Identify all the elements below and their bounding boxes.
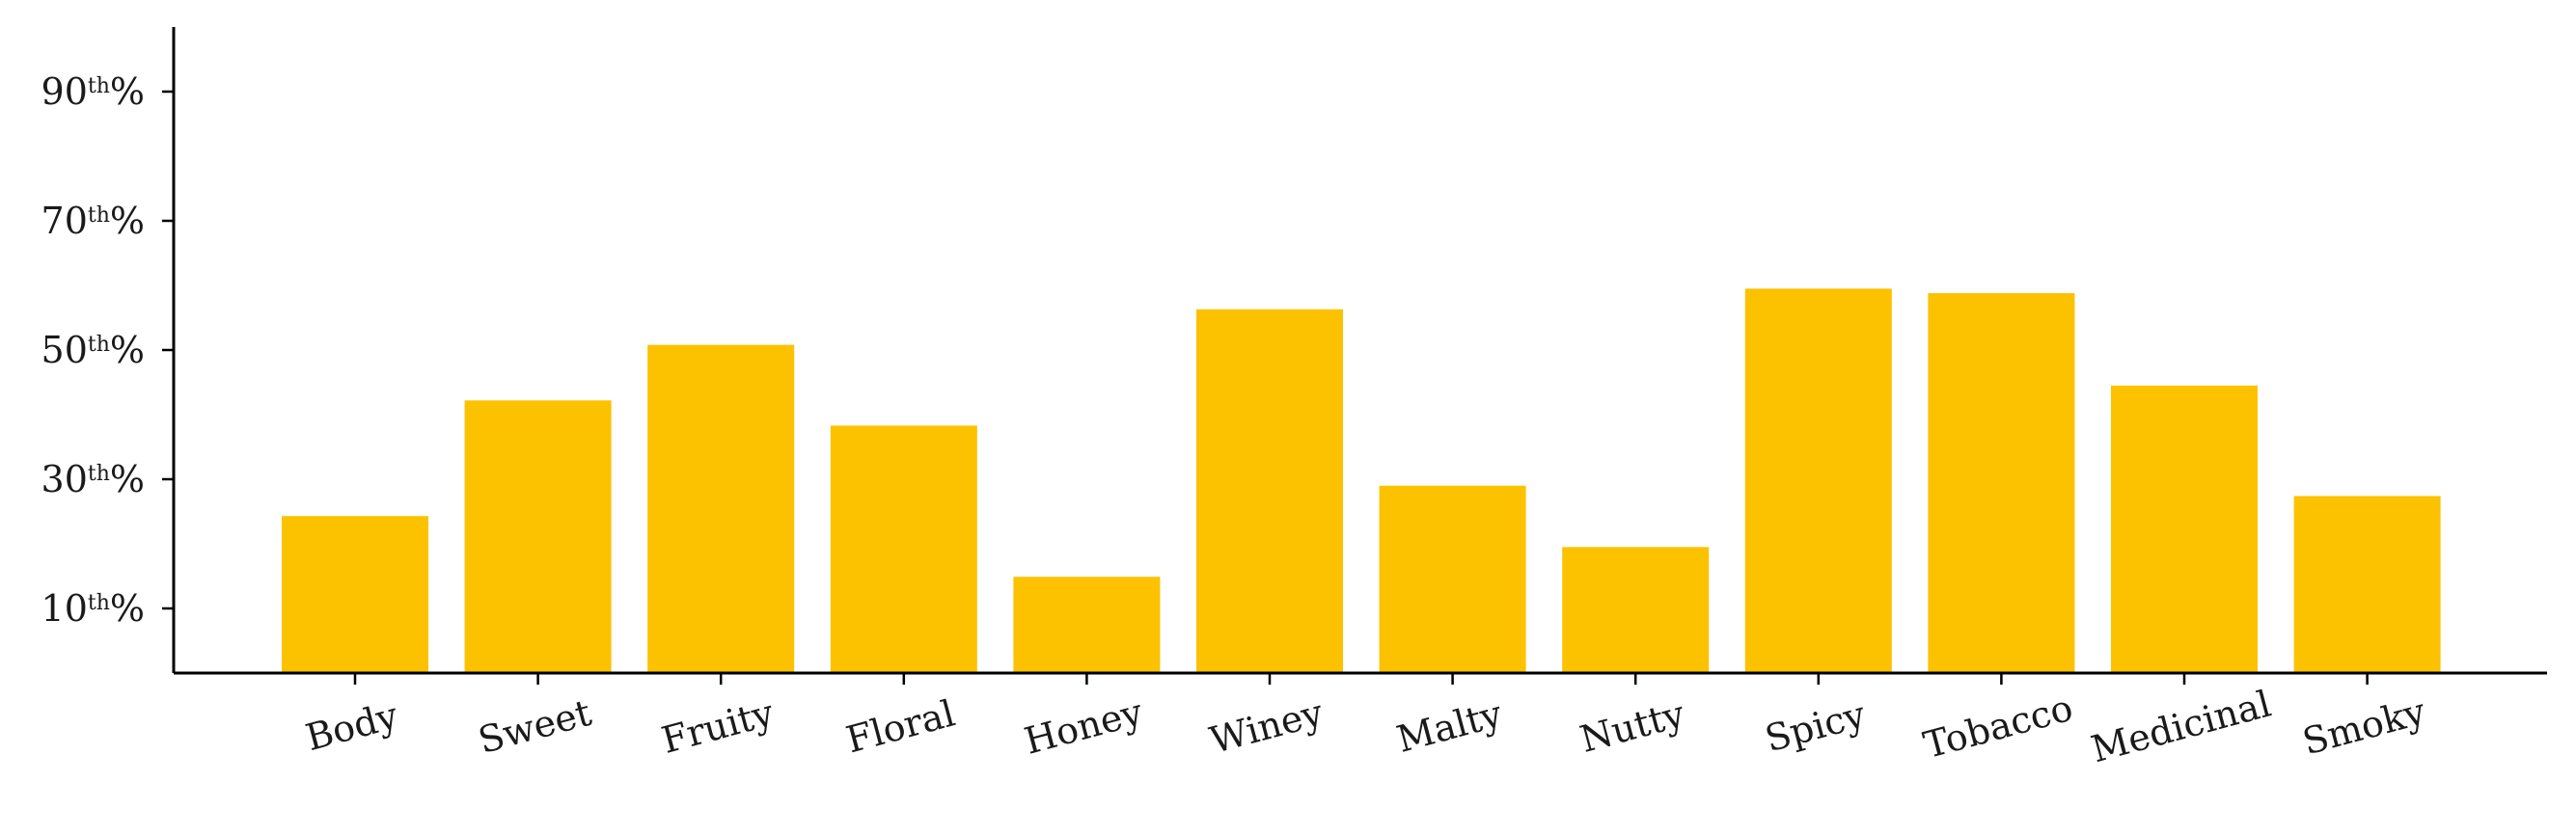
x-tick-label-nutty: Nutty: [1576, 692, 1689, 761]
bar-sweet: [464, 400, 612, 673]
x-tick-label-body: Body: [301, 694, 402, 760]
bar-winey: [1196, 309, 1343, 673]
y-tick-label: 70th%: [41, 200, 145, 242]
y-tick-percent: %: [110, 587, 145, 630]
x-tick-label-honey: Honey: [1020, 690, 1147, 763]
y-tick-ordinal: th: [88, 462, 110, 486]
x-tick-label-spicy: Spicy: [1761, 692, 1871, 760]
x-tick-label-fruity: Fruity: [657, 691, 779, 762]
bar-floral: [830, 425, 977, 673]
y-tick-percent: %: [110, 458, 145, 500]
x-tick-label-smoky: Smoky: [2298, 689, 2430, 763]
x-tick-label-medicinal: Medicinal: [2087, 683, 2275, 771]
y-tick-percent: %: [110, 200, 145, 242]
y-tick-ordinal: th: [88, 333, 110, 357]
y-tick-ordinal: th: [88, 203, 110, 228]
y-tick-ordinal: th: [88, 591, 110, 615]
y-axis: 10th%30th%50th%70th%90th%: [41, 27, 176, 673]
x-tick-label-malty: Malty: [1392, 692, 1507, 761]
x-tick-label-winey: Winey: [1205, 691, 1328, 762]
x-tick-label-sweet: Sweet: [474, 691, 595, 762]
y-tick-ordinal: th: [88, 74, 110, 98]
bar-malty: [1379, 485, 1526, 673]
x-axis: Body Sweet Fruity Floral Honey Winey Malty Nutt…: [174, 671, 2547, 771]
bars-group: [282, 288, 2441, 673]
y-tick-number: 30: [41, 458, 88, 500]
y-tick-number: 50: [41, 329, 88, 371]
y-tick-label: 50th%: [41, 329, 145, 371]
bar-nutty: [1562, 547, 1710, 673]
x-tick-label-floral: Floral: [842, 691, 960, 761]
y-tick-label: 90th%: [41, 70, 145, 113]
bar-smoky: [2293, 496, 2441, 673]
bar-body: [282, 516, 428, 673]
y-tick-number: 10: [41, 587, 88, 630]
bar-spicy: [1744, 288, 1892, 673]
x-tick-label-tobacco: Tobacco: [1919, 687, 2077, 767]
bar-tobacco: [1928, 293, 2075, 673]
bar-medicinal: [2111, 385, 2258, 673]
bar-fruity: [647, 344, 795, 673]
y-tick-label: 10th%: [41, 587, 145, 630]
bar-honey: [1013, 577, 1161, 673]
y-tick-label: 30th%: [41, 458, 145, 500]
y-tick-number: 70: [41, 200, 88, 242]
y-tick-percent: %: [110, 329, 145, 371]
y-tick-percent: %: [110, 70, 145, 113]
y-tick-number: 90: [41, 70, 88, 113]
